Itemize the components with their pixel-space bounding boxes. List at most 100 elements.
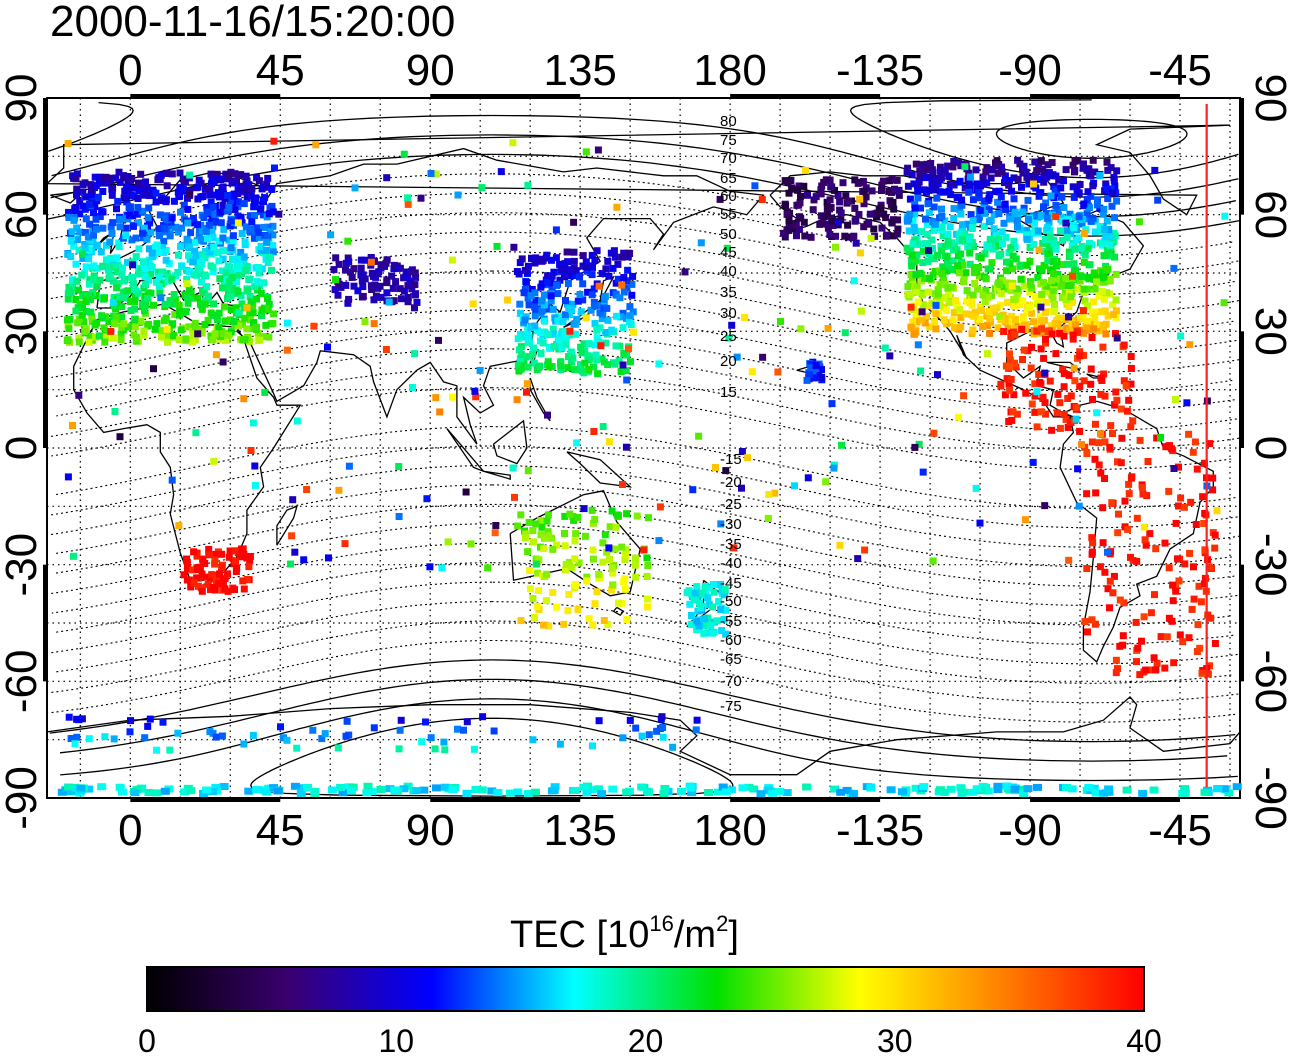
lat-tick-label: 60 bbox=[0, 190, 46, 239]
tec-cell bbox=[207, 208, 215, 216]
tec-cell bbox=[1096, 223, 1104, 230]
tec-cell bbox=[362, 789, 372, 797]
tec-cell bbox=[514, 522, 522, 530]
tec-cell bbox=[997, 193, 1005, 201]
tec-cell bbox=[940, 277, 948, 285]
tec-cell bbox=[181, 177, 189, 185]
tec-cell bbox=[938, 247, 945, 255]
tec-cell bbox=[1010, 174, 1018, 182]
tec-cell bbox=[107, 223, 115, 231]
tec-cell bbox=[603, 548, 611, 556]
tec-cell bbox=[1040, 278, 1047, 286]
tec-cell bbox=[531, 614, 539, 621]
tec-cell bbox=[976, 519, 984, 527]
tec-cell bbox=[968, 301, 976, 309]
colorbar-tick-label: 40 bbox=[1126, 1023, 1162, 1057]
tec-cell bbox=[79, 254, 87, 262]
tec-cell bbox=[1106, 577, 1114, 585]
tec-cell bbox=[1139, 490, 1147, 498]
tec-cell bbox=[571, 366, 578, 374]
frame-band bbox=[1239, 331, 1244, 448]
tec-cell bbox=[825, 204, 833, 212]
tec-cell bbox=[1185, 634, 1193, 642]
tec-cell bbox=[1175, 463, 1182, 471]
tec-cell bbox=[1025, 304, 1033, 311]
tec-cell bbox=[201, 560, 209, 567]
tec-cell bbox=[1115, 510, 1122, 518]
tec-cell bbox=[1088, 534, 1096, 542]
tec-cell bbox=[909, 217, 917, 225]
tec-cell bbox=[219, 183, 227, 191]
tec-cell bbox=[584, 288, 592, 296]
tec-cell bbox=[139, 258, 147, 266]
tec-cell bbox=[131, 286, 139, 294]
tec-cell bbox=[1112, 307, 1120, 315]
tec-cell bbox=[571, 330, 579, 338]
tec-cell bbox=[1086, 261, 1094, 269]
tec-cell bbox=[949, 266, 957, 273]
tec-cell bbox=[1011, 331, 1019, 339]
tec-cell bbox=[1080, 160, 1087, 168]
tec-cell bbox=[404, 298, 412, 306]
tec-cell bbox=[115, 783, 125, 791]
tec-cell bbox=[1104, 548, 1111, 556]
tec-cell bbox=[1090, 298, 1097, 306]
tec-cell bbox=[548, 272, 556, 280]
lon-tick-label: -45 bbox=[1148, 806, 1212, 855]
tec-cell bbox=[163, 182, 171, 190]
tec-cell bbox=[725, 334, 733, 342]
tec-cell bbox=[564, 607, 572, 615]
tec-cell bbox=[249, 309, 257, 317]
tec-cell bbox=[1069, 161, 1077, 169]
tec-cell bbox=[969, 196, 977, 204]
tec-cell bbox=[886, 786, 896, 794]
tec-cell bbox=[213, 170, 221, 178]
tec-cell bbox=[208, 571, 216, 579]
tec-cell bbox=[408, 268, 415, 275]
tec-cell bbox=[129, 222, 137, 230]
tec-cell bbox=[1232, 783, 1242, 791]
tec-cell bbox=[1072, 415, 1080, 423]
tec-cell bbox=[517, 330, 525, 338]
tec-cell bbox=[985, 194, 993, 202]
tec-cell bbox=[426, 563, 434, 571]
contour-line bbox=[51, 542, 492, 614]
tec-cell bbox=[240, 551, 248, 559]
tec-cell bbox=[997, 250, 1005, 258]
tec-cell bbox=[653, 727, 661, 735]
tec-cell bbox=[1030, 180, 1037, 188]
tec-cell bbox=[1201, 546, 1209, 554]
tec-cell bbox=[943, 306, 951, 314]
tec-cell bbox=[1006, 317, 1014, 325]
tec-cell bbox=[154, 176, 162, 184]
tec-cell bbox=[350, 282, 358, 290]
tec-cell bbox=[629, 272, 637, 280]
tec-cell bbox=[1089, 182, 1097, 190]
frame-band bbox=[1239, 98, 1244, 215]
tec-cell bbox=[1104, 585, 1112, 593]
tec-cell bbox=[257, 242, 265, 250]
tec-cell bbox=[944, 262, 952, 270]
tec-cell bbox=[552, 254, 560, 262]
tec-cell bbox=[471, 786, 481, 793]
tec-cell bbox=[269, 222, 277, 230]
tec-cell bbox=[1013, 285, 1021, 293]
tec-cell bbox=[623, 510, 631, 518]
tec-cell bbox=[568, 306, 576, 314]
tec-cell bbox=[1065, 313, 1072, 321]
tec-cell bbox=[110, 294, 118, 301]
tec-cell bbox=[860, 200, 868, 208]
tec-cell bbox=[190, 219, 198, 227]
tec-cell bbox=[287, 560, 294, 568]
tec-cell bbox=[122, 224, 130, 232]
tec-cell bbox=[265, 210, 273, 218]
tec-cell bbox=[604, 316, 612, 324]
tec-cell bbox=[79, 250, 86, 258]
tec-cell bbox=[1053, 262, 1060, 270]
tec-cell bbox=[1113, 334, 1121, 342]
tec-cell bbox=[215, 237, 223, 245]
tec-cell bbox=[182, 308, 190, 316]
tec-cell bbox=[543, 251, 551, 259]
tec-cell bbox=[986, 191, 994, 199]
tec-cell bbox=[797, 325, 805, 333]
